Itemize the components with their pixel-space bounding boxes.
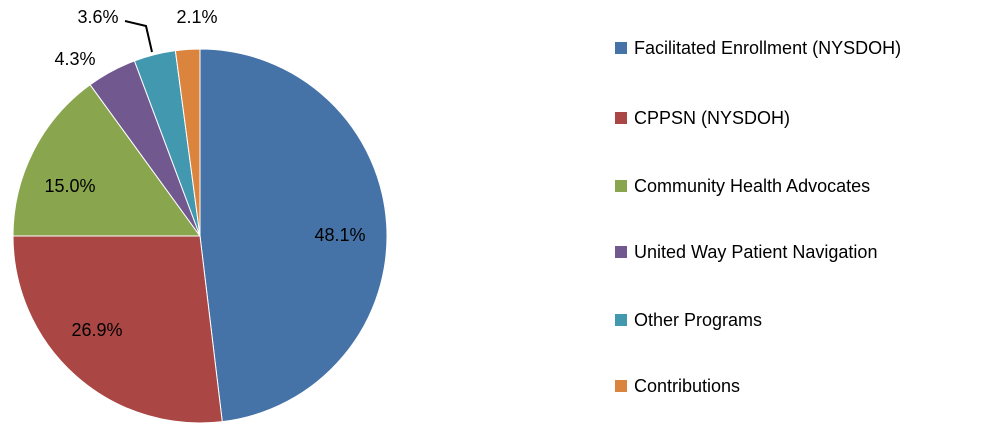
legend-swatch bbox=[615, 380, 627, 392]
data-label: 3.6% bbox=[77, 7, 118, 27]
data-label: 48.1% bbox=[314, 225, 365, 245]
legend-swatch bbox=[615, 112, 627, 124]
data-label: 4.3% bbox=[54, 49, 95, 69]
legend-label: CPPSN (NYSDOH) bbox=[634, 108, 790, 128]
pie-slice bbox=[12, 235, 223, 423]
legend-swatch bbox=[615, 42, 627, 54]
data-label: 15.0% bbox=[44, 176, 95, 196]
data-label: 26.9% bbox=[71, 320, 122, 340]
pie-slice bbox=[12, 84, 201, 237]
legend-label: United Way Patient Navigation bbox=[634, 242, 877, 262]
pie-slice bbox=[174, 48, 201, 237]
pie-slice bbox=[199, 48, 388, 423]
leader-line bbox=[124, 20, 153, 53]
legend-label: Contributions bbox=[634, 376, 740, 396]
legend-label: Community Health Advocates bbox=[634, 176, 870, 196]
legend-label: Facilitated Enrollment (NYSDOH) bbox=[634, 38, 901, 58]
legend-swatch bbox=[615, 180, 627, 192]
legend-swatch bbox=[615, 246, 627, 258]
data-label: 2.1% bbox=[176, 7, 217, 27]
legend-label: Other Programs bbox=[634, 310, 762, 330]
legend-swatch bbox=[615, 314, 627, 326]
